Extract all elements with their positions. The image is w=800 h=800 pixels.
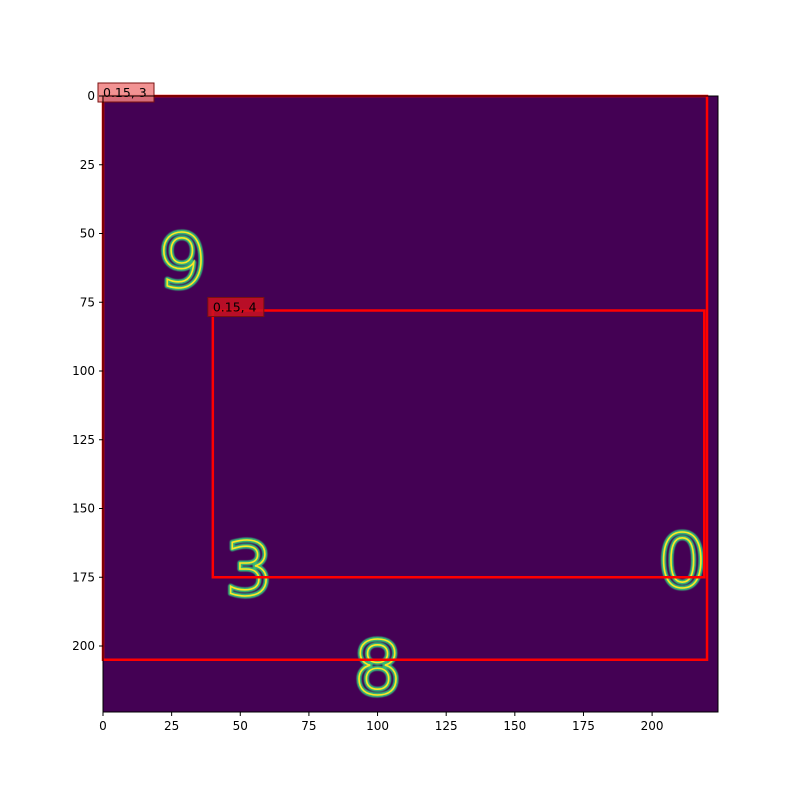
digit-core-0: 0	[659, 519, 706, 605]
x-tick-label: 125	[435, 719, 458, 733]
y-tick-label: 200	[72, 639, 95, 653]
box-label-2: 0.15, 4	[213, 300, 257, 315]
x-tick-label: 75	[301, 719, 316, 733]
image-background	[103, 96, 718, 712]
y-tick-label: 75	[80, 295, 95, 309]
y-tick-label: 150	[72, 502, 95, 516]
x-tick-label: 150	[503, 719, 526, 733]
digit-core-8: 8	[354, 626, 401, 712]
digit-8: 8	[354, 626, 401, 712]
digit-0: 0	[659, 519, 706, 605]
x-tick-label: 0	[99, 719, 107, 733]
box-label-1: 0.15, 3	[103, 85, 147, 100]
axes-frame	[102, 95, 719, 713]
digit-core-3: 3	[225, 527, 272, 613]
y-tick-label: 125	[72, 433, 95, 447]
y-tick-label: 100	[72, 364, 95, 378]
x-tick-label: 175	[572, 719, 595, 733]
y-tick-label: 175	[72, 570, 95, 584]
box-label-bg-1	[97, 82, 155, 103]
digit-9: 9	[159, 219, 206, 305]
digit-3: 3	[225, 527, 272, 613]
y-tick-label: 0	[87, 89, 95, 103]
y-tick-label: 50	[80, 227, 95, 241]
box-label-bg-2	[207, 297, 265, 317]
y-axis: 0 25 50 75 100 125 150 175 200	[72, 89, 103, 653]
digit-core-9: 9	[159, 219, 206, 305]
y-tick-label: 25	[80, 158, 95, 172]
x-axis: 0 25 50 75 100 125 150 175 200	[99, 712, 664, 733]
detection-box-2	[211, 309, 706, 579]
x-tick-label: 25	[164, 719, 179, 733]
x-tick-label: 200	[641, 719, 664, 733]
x-tick-label: 100	[366, 719, 389, 733]
x-tick-label: 50	[233, 719, 248, 733]
